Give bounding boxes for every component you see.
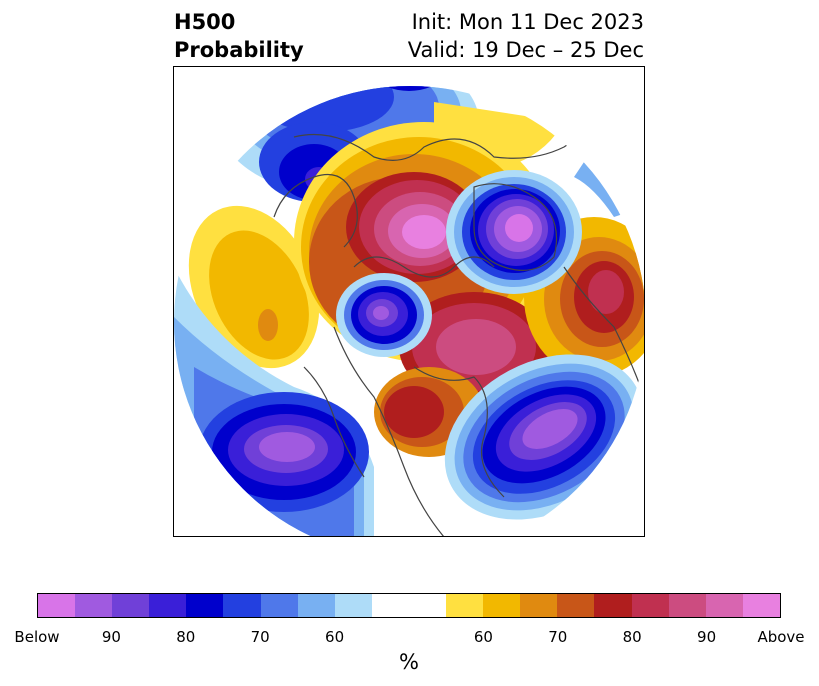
- anomaly-below-arctic: [446, 147, 644, 294]
- colorbar-segment: [223, 594, 261, 617]
- colorbar-segment: [557, 594, 595, 617]
- anomaly-below-alaska: [336, 273, 432, 357]
- valid-range: Valid: 19 Dec – 25 Dec: [407, 38, 644, 62]
- colorbar: [37, 593, 781, 618]
- colorbar-segment: [483, 594, 521, 617]
- colorbar-segment: [297, 594, 335, 617]
- colorbar-segment: [408, 594, 447, 617]
- colorbar-segment: [446, 594, 484, 617]
- colorbar-tick-label: 60: [473, 628, 493, 646]
- colorbar-segment: [742, 594, 780, 617]
- colorbar-segment: [75, 594, 113, 617]
- chart-title-left: H500 Probability: [174, 8, 304, 64]
- colorbar-tick-label: 70: [250, 628, 270, 646]
- colorbar-segment: [112, 594, 150, 617]
- colorbar-segment: [668, 594, 706, 617]
- colorbar-tick-label: 70: [548, 628, 568, 646]
- colorbar-tick-label: Above: [757, 628, 805, 646]
- colorbar-tick-label: 60: [325, 628, 345, 646]
- colorbar-segment: [186, 594, 224, 617]
- title-metric: Probability: [174, 38, 304, 62]
- colorbar-tick-label: 90: [101, 628, 121, 646]
- colorbar-segment: [149, 594, 187, 617]
- colorbar-segment: [260, 594, 298, 617]
- colorbar-segment: [371, 594, 409, 617]
- coastlines: [273, 116, 644, 536]
- colorbar-segment: [38, 594, 76, 617]
- anomaly-above-pacific: [188, 205, 320, 369]
- colorbar-tick-label: Below: [14, 628, 60, 646]
- probability-map: [173, 66, 645, 537]
- anomaly-above-arctic: [346, 172, 482, 282]
- map-svg: [174, 86, 644, 536]
- colorbar-tick-label: 80: [622, 628, 642, 646]
- init-date: Init: Mon 11 Dec 2023: [411, 10, 644, 34]
- colorbar-unit: %: [399, 650, 419, 674]
- chart-title-right: Init: Mon 11 Dec 2023 Valid: 19 Dec – 25…: [408, 8, 644, 64]
- title-variable: H500: [174, 10, 236, 34]
- colorbar-segment: [631, 594, 669, 617]
- colorbar-segment: [334, 594, 372, 617]
- colorbar-segment: [520, 594, 558, 617]
- colorbar-tick-label: 90: [697, 628, 717, 646]
- colorbar-tick-label: 80: [176, 628, 196, 646]
- colorbar-segment: [594, 594, 632, 617]
- colorbar-segment: [705, 594, 743, 617]
